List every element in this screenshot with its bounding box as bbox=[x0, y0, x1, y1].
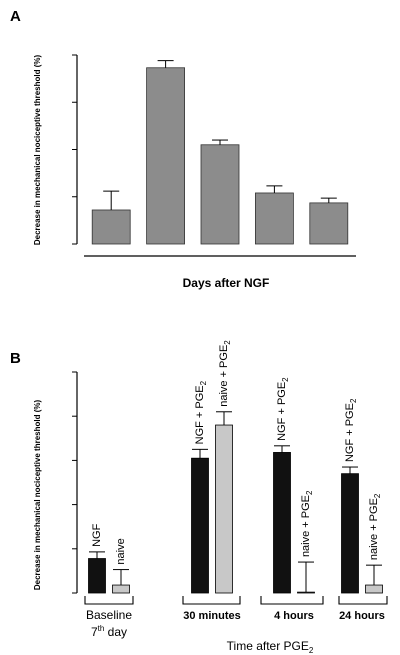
bar-label-b: NGF + PGE2 bbox=[194, 380, 208, 444]
bar-b-3-1 bbox=[365, 584, 383, 594]
group-labels-b: Baseline 7th day 30 minutes 4 hours 24 hours bbox=[86, 608, 385, 639]
bar-label-main: naive + PGE bbox=[218, 345, 230, 407]
bar-label-b: NGF bbox=[91, 523, 103, 547]
group-bracket-b bbox=[84, 596, 134, 605]
bar-label-sub: 2 bbox=[349, 398, 358, 403]
panel-b: B Decrease in mechanical nociceptive thr… bbox=[10, 340, 388, 655]
bar-b-2-1 bbox=[297, 591, 315, 594]
bar-label-sub: 2 bbox=[281, 377, 290, 382]
group-bracket-b bbox=[338, 596, 388, 605]
bar-label-b: naive + PGE2 bbox=[368, 493, 382, 560]
group-bracket-b bbox=[260, 596, 324, 605]
bar-label-sub: 2 bbox=[223, 340, 232, 345]
bar-label-b: NGF + PGE2 bbox=[276, 377, 290, 441]
x-axis-label-b: Time after PGE2 bbox=[227, 639, 314, 655]
group-label-b-line2: 7th day bbox=[91, 624, 127, 639]
group-label-b-line2-sup: th bbox=[98, 624, 105, 633]
bar-b-3-0 bbox=[341, 473, 359, 594]
panel-label-a: A bbox=[10, 8, 21, 25]
bar-a-7 bbox=[309, 202, 349, 245]
x-axis-label-a: Days after NGF bbox=[183, 276, 270, 290]
axes-a bbox=[72, 54, 356, 257]
bar-label-b: NGF + PGE2 bbox=[344, 398, 358, 462]
y-axis-label-a: Decrease in mechanical nociceptive thres… bbox=[33, 55, 42, 246]
bar-b-0-1 bbox=[112, 584, 130, 594]
bar-label-sub: 2 bbox=[373, 493, 382, 498]
bar-a-4 bbox=[200, 144, 240, 245]
group-label-b: Baseline bbox=[86, 608, 132, 622]
bar-label-main: naive bbox=[115, 538, 127, 564]
group-label-b: 24 hours bbox=[339, 610, 385, 622]
y-axis-label-b: Decrease in mechanical nociceptive thres… bbox=[33, 400, 42, 591]
panel-a: A Decrease in mechanical nociceptive thr… bbox=[10, 8, 356, 290]
bar-b-1-1 bbox=[215, 424, 233, 594]
bar-label-b: naive bbox=[115, 538, 127, 564]
bar-label-b: naive + PGE2 bbox=[300, 490, 314, 557]
bar-a-6 bbox=[254, 192, 294, 245]
bar-label-sub: 2 bbox=[199, 380, 208, 385]
bar-b-0-0 bbox=[88, 558, 106, 594]
bar-label-main: NGF + PGE bbox=[194, 385, 206, 444]
bar-a-1 bbox=[146, 67, 186, 245]
bar-label-sub: 2 bbox=[305, 490, 314, 495]
bar-label-main: naive + PGE bbox=[368, 498, 380, 560]
bar-b-1-0 bbox=[191, 457, 209, 594]
bar-b-2-0 bbox=[273, 452, 291, 594]
bar-label-main: NGF bbox=[91, 523, 103, 547]
bar-label-main: naive + PGE bbox=[300, 495, 312, 557]
bar-label-main: NGF + PGE bbox=[276, 382, 288, 441]
bar-label-b: naive + PGE2 bbox=[218, 340, 232, 407]
group-label-b: 4 hours bbox=[274, 610, 314, 622]
group-bracket-b bbox=[182, 596, 241, 605]
group-label-b: 30 minutes bbox=[183, 610, 240, 622]
bars-a bbox=[91, 60, 349, 245]
axes-b bbox=[72, 371, 388, 605]
panel-label-b: B bbox=[10, 350, 21, 367]
bar-label-main: NGF + PGE bbox=[344, 403, 356, 462]
bar-a-0 bbox=[91, 209, 131, 245]
group-label-b-line2-rest: day bbox=[104, 625, 127, 639]
group-label-b-line2-main: 7 bbox=[91, 625, 98, 639]
